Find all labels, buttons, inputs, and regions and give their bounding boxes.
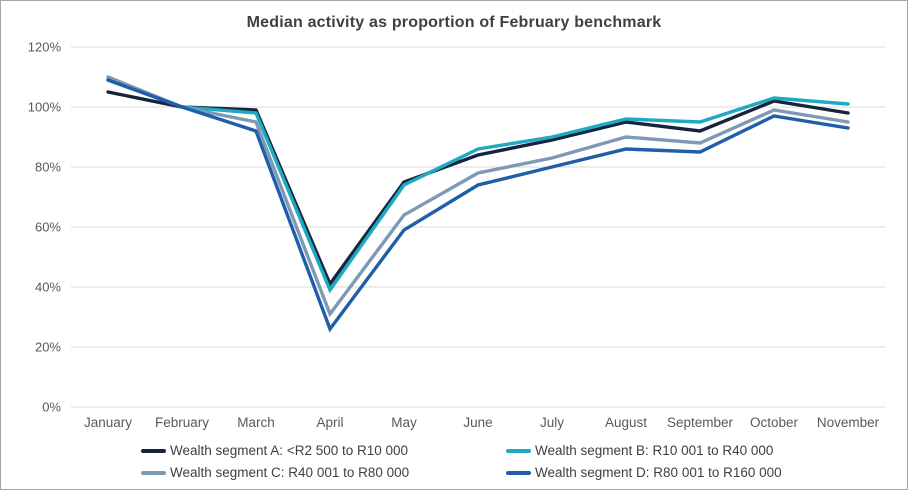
y-axis-tick-label: 100% (28, 100, 62, 115)
legend-item-segment-c: Wealth segment C: R40 001 to R80 000 (141, 463, 506, 482)
series-line-a (106, 90, 850, 288)
y-axis-tick-label: 40% (35, 280, 61, 295)
legend-label-segment-c: Wealth segment C: R40 001 to R80 000 (170, 465, 410, 480)
x-axis-tick-label: July (540, 415, 564, 430)
x-axis-tick-label: August (605, 415, 647, 430)
legend-swatch-segment-a (141, 448, 166, 453)
legend-swatch-segment-d (506, 470, 531, 475)
x-axis-tick-label: March (237, 415, 275, 430)
x-axis-tick-label: June (463, 415, 492, 430)
y-axis-tick-label: 80% (35, 160, 61, 175)
x-axis-tick-label: February (155, 415, 209, 430)
legend-swatch-segment-c (141, 470, 166, 475)
chart-title: Median activity as proportion of Februar… (246, 14, 662, 31)
legend-item-segment-a: Wealth segment A: <R2 500 to R10 000 (141, 441, 506, 460)
legend-swatch-segment-b (506, 448, 531, 453)
y-axis-tick-label: 120% (28, 40, 62, 55)
x-axis-tick-label: April (316, 415, 343, 430)
x-axis-tick-label: October (750, 415, 799, 430)
x-axis-tick-label: May (391, 415, 417, 430)
series-line-d (106, 78, 850, 333)
legend-label-segment-a: Wealth segment A: <R2 500 to R10 000 (170, 443, 409, 458)
legend-label-segment-b: Wealth segment B: R10 001 to R40 000 (535, 443, 774, 458)
x-axis-tick-label: September (667, 415, 734, 430)
legend-label-segment-d: Wealth segment D: R80 001 to R160 000 (535, 465, 782, 480)
x-axis-tick-label: January (84, 415, 132, 430)
series-line-b (106, 78, 850, 294)
y-axis-tick-label: 60% (35, 220, 61, 235)
legend-item-segment-d: Wealth segment D: R80 001 to R160 000 (506, 463, 871, 482)
chart-legend: Wealth segment A: <R2 500 to R10 000 Wea… (141, 441, 881, 482)
legend-item-segment-b: Wealth segment B: R10 001 to R40 000 (506, 441, 871, 460)
line-chart-plot-area: 0% 20% 40% 60% 80% 100% 120% January February Mar… (28, 40, 885, 430)
y-axis-tick-label: 20% (35, 340, 61, 355)
y-axis-tick-label: 0% (42, 400, 61, 415)
series-line-c (106, 75, 850, 318)
x-axis-tick-label: November (817, 415, 880, 430)
